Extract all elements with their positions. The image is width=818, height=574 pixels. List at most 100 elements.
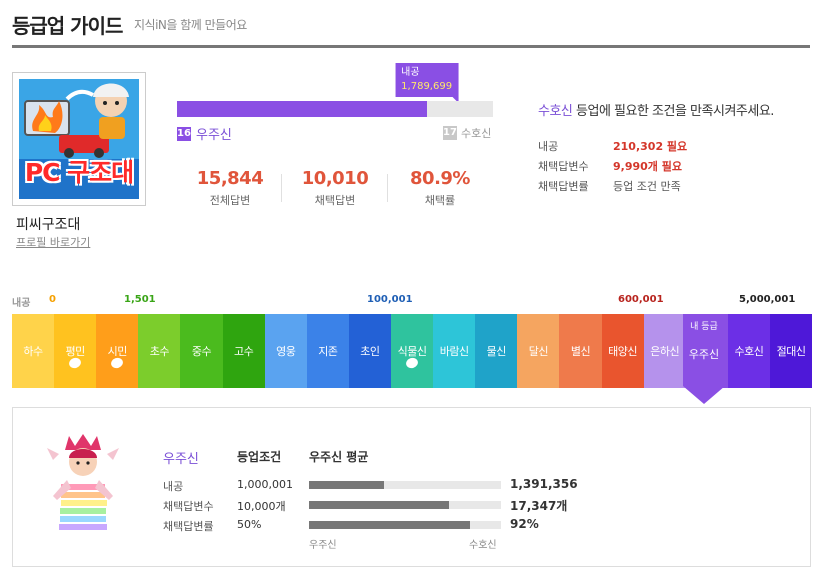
- condition-target-level: 수호신: [538, 104, 573, 119]
- condition-value: 210,302 필요: [613, 140, 688, 153]
- grade-cell[interactable]: 평민: [54, 314, 97, 388]
- scale-mark: 600,001: [618, 294, 664, 305]
- stat-label: 채택답변: [314, 194, 356, 207]
- grade-cell[interactable]: 고수: [222, 314, 265, 388]
- grade-cell[interactable]: 지존: [306, 314, 349, 388]
- grade-name: 은하신: [650, 345, 680, 358]
- profile-link[interactable]: 프로필 바로가기: [16, 236, 91, 249]
- grade-name: 초수: [149, 345, 170, 358]
- scale-mark: 5,000,001: [739, 294, 796, 305]
- page-header: 등급업 가이드 지식iN을 함께 만들어요: [12, 8, 810, 48]
- tooltip-label: 내공: [401, 67, 420, 78]
- grade-name: 별신: [570, 345, 591, 358]
- scale-mark: 1,501: [124, 294, 156, 305]
- grade-name: 초인: [360, 345, 380, 358]
- my-grade-label: 내 등급: [690, 322, 718, 332]
- page-title: 등급업 가이드: [12, 14, 123, 38]
- grade-name: 달신: [528, 345, 549, 358]
- detail-row-label: 채택답변수: [163, 500, 214, 513]
- grade-name: 고수: [233, 345, 254, 358]
- grade-name: 절대신: [776, 345, 806, 358]
- my-grade-marker[interactable]: 내 등급 우주신: [683, 314, 725, 404]
- scale-mark: 내공: [12, 298, 31, 309]
- grade-cell[interactable]: 별신: [559, 314, 602, 388]
- stat-label: 채택률: [424, 194, 456, 207]
- detail-row-condition: 10,000개: [237, 500, 286, 513]
- condition-title: 수호신 등업에 필요한 조건을 만족시켜주세요.: [538, 100, 774, 119]
- stat-value: 80.9%: [410, 168, 470, 189]
- scale-mark: 0: [49, 294, 56, 305]
- current-level: 16 우주신: [177, 124, 232, 143]
- grade-cell[interactable]: 태양신: [601, 314, 644, 388]
- grade-name: 중수: [191, 345, 212, 358]
- condition-label: 채택답변수: [538, 160, 589, 173]
- grade-name: 영웅: [276, 345, 296, 358]
- avatar-image: PC 구조대: [19, 79, 139, 199]
- detail-average-bar: [309, 501, 501, 509]
- progress-fill: [177, 101, 427, 117]
- detail-row-average: 1,391,356: [510, 477, 578, 491]
- scale-marks: 내공 0 1,501 100,001 600,001 5,000,001: [0, 294, 818, 310]
- condition-title-text: 등업에 필요한 조건을 만족시켜주세요.: [572, 104, 774, 119]
- avatar[interactable]: PC 구조대: [12, 72, 146, 206]
- grade-cell[interactable]: 은하신: [643, 314, 686, 388]
- current-level-num: 16: [177, 126, 191, 141]
- detail-level-name: 우주신: [163, 452, 199, 467]
- stat-adopted-answers: 10,010 채택답변: [285, 168, 385, 208]
- divider: [281, 174, 282, 202]
- detail-row-average: 92%: [510, 517, 539, 531]
- profile-name: 피씨구조대: [16, 217, 81, 233]
- grade-cell[interactable]: 초인: [348, 314, 391, 388]
- grade-cell[interactable]: 초수: [138, 314, 181, 388]
- condition-value: 9,990개 필요: [613, 160, 682, 173]
- grade-name: 바람신: [439, 345, 469, 358]
- progress-bar: [177, 101, 493, 117]
- axis-left-label: 우주신: [309, 540, 337, 551]
- grade-cell[interactable]: 식물신: [390, 314, 434, 388]
- grade-cell[interactable]: 바람신: [433, 314, 476, 388]
- next-level-name: 수호신: [461, 127, 492, 140]
- detail-row-condition: 50%: [237, 518, 262, 531]
- stat-value: 15,844: [196, 168, 264, 189]
- stat-value: 10,010: [301, 168, 369, 189]
- grade-name: 시민: [107, 345, 128, 358]
- grade-cell[interactable]: 수호신: [727, 314, 770, 388]
- axis-right-label: 수호신: [469, 540, 497, 551]
- condition-label: 채택답변률: [538, 180, 589, 193]
- grade-cell[interactable]: 중수: [180, 314, 223, 388]
- grade-cell[interactable]: 물신: [475, 314, 518, 388]
- condition-row: 채택답변률 등업 조건 만족: [538, 178, 681, 194]
- condition-label: 내공: [538, 140, 559, 153]
- scale-mark: 100,001: [367, 294, 413, 305]
- grade-cell[interactable]: 달신: [517, 314, 560, 388]
- grade-cell[interactable]: 영웅: [264, 314, 307, 388]
- condition-value: 등업 조건 만족: [613, 180, 681, 193]
- average-bar-fill: [309, 521, 471, 529]
- grade-cell[interactable]: 하수: [12, 314, 55, 388]
- grade-cell[interactable]: 시민: [96, 314, 139, 388]
- detail-row-condition: 1,000,001: [237, 478, 293, 491]
- divider: [387, 174, 388, 202]
- grade-cell[interactable]: 절대신: [769, 314, 813, 388]
- stat-adoption-rate: 80.9% 채택률: [390, 168, 490, 208]
- grade-name: 지존: [318, 345, 338, 358]
- grade-name: 태양신: [608, 345, 638, 358]
- level-detail-panel: 우주신 등업조건 우주신 평균 내공 1,000,001 1,391,356 채…: [12, 407, 811, 567]
- stat-label: 전체답변: [209, 194, 251, 207]
- grade-name: 수호신: [734, 345, 764, 358]
- condition-row: 내공 210,302 필요: [538, 138, 687, 154]
- detail-row-label: 내공: [163, 480, 184, 493]
- average-bar-fill: [309, 501, 450, 509]
- col-header-condition: 등업조건: [237, 450, 282, 464]
- condition-row: 채택답변수 9,990개 필요: [538, 158, 682, 174]
- detail-row-average: 17,347개: [510, 499, 568, 513]
- grade-name: 평민: [65, 345, 86, 358]
- detail-average-bar: [309, 481, 501, 489]
- my-grade-level: 우주신: [688, 348, 720, 361]
- grade-name: 하수: [23, 345, 43, 358]
- cosmic-god-character-icon: [47, 434, 119, 534]
- average-bar-fill: [309, 481, 384, 489]
- col-header-average: 우주신 평균: [309, 450, 369, 464]
- page-subtitle: 지식iN을 함께 만들어요: [134, 18, 247, 32]
- firefighter-illustration: [19, 79, 139, 159]
